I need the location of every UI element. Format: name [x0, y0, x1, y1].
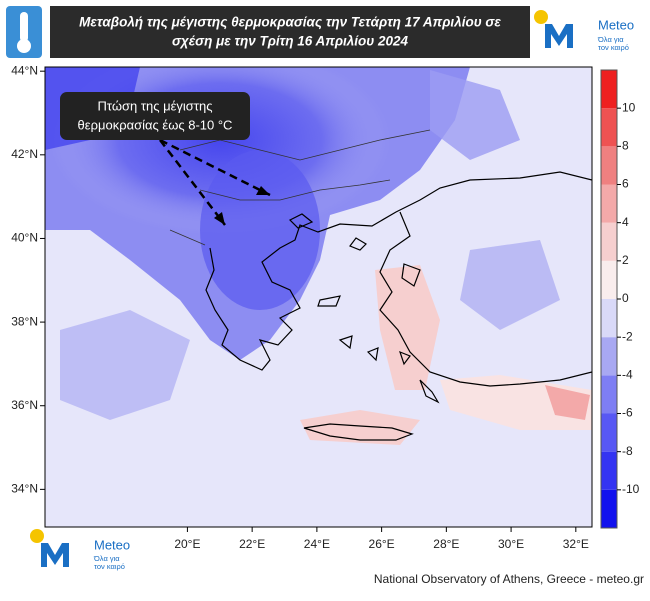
x-tick-label: 32°E — [563, 537, 589, 551]
x-tick-label: 26°E — [369, 537, 395, 551]
warm-area — [545, 385, 590, 420]
logo-mark — [41, 543, 69, 567]
warm-area — [375, 265, 440, 390]
annotation-arrow — [159, 138, 271, 197]
arrow-head — [256, 186, 270, 195]
x-tick-label: 20°E — [174, 537, 200, 551]
title-bar — [50, 6, 530, 58]
colorbar-tick-label: -4 — [622, 368, 633, 382]
colorbar-tick-label: 6 — [622, 177, 629, 191]
colorbar-band — [601, 337, 617, 376]
colorbar-band — [601, 222, 617, 261]
logo-mark — [545, 24, 573, 48]
cool-area — [430, 70, 520, 160]
x-tick-label: 22°E — [239, 537, 265, 551]
logo-sun — [534, 10, 548, 24]
logo-slogan: Όλα για — [597, 35, 624, 44]
colorbar-band — [601, 260, 617, 299]
y-tick-label: 44°N — [11, 63, 38, 77]
x-tick-label: 24°E — [304, 537, 330, 551]
annotation-text: θερμοκρασίας έως 8-10 °C — [78, 117, 233, 132]
x-tick-label: 30°E — [498, 537, 524, 551]
y-tick-label: 40°N — [11, 231, 38, 245]
y-tick-label: 36°N — [11, 398, 38, 412]
colorbar-tick-label: -10 — [622, 482, 640, 496]
annotation-box — [60, 92, 250, 140]
y-tick-label: 38°N — [11, 314, 38, 328]
annotation-arrow — [159, 139, 226, 226]
colorbar-band — [601, 451, 617, 490]
colorbar-tick-label: 10 — [622, 100, 636, 114]
cool-area — [460, 240, 560, 330]
colorbar-band — [601, 184, 617, 223]
logo-slogan: Όλα για — [93, 554, 120, 563]
thermometer-bulb — [17, 39, 31, 53]
arrow-head — [214, 212, 225, 225]
logo-name: Meteo — [94, 537, 130, 552]
colorbar-band — [601, 70, 617, 109]
y-tick-label: 42°N — [11, 147, 38, 161]
colorbar-band — [601, 108, 617, 147]
x-tick-label: 28°E — [433, 537, 459, 551]
logo-sun — [30, 529, 44, 543]
cold-core — [200, 150, 320, 310]
colorbar-tick-label: 2 — [622, 253, 629, 267]
title-line: Μεταβολή της μέγιστης θερμοκρασίας την Τ… — [79, 15, 501, 30]
colorbar-band — [601, 299, 617, 338]
coastline — [205, 171, 592, 441]
colorbar-tick-label: -8 — [622, 444, 633, 458]
footer-credit: National Observatory of Athens, Greece -… — [374, 572, 644, 586]
title-line: σχέση με την Τρίτη 16 Απριλίου 2024 — [172, 34, 409, 49]
colorbar-tick-label: 0 — [622, 291, 629, 305]
colorbar-tick-label: 4 — [622, 215, 629, 229]
annotation-text: Πτώση της μέγιστης — [98, 98, 213, 113]
thermometer-tube — [20, 12, 28, 42]
colorbar-band — [601, 413, 617, 452]
colorbar-tick-label: -6 — [622, 406, 633, 420]
cool-area — [60, 310, 190, 420]
y-tick-label: 34°N — [11, 482, 38, 496]
colorbar-band — [601, 146, 617, 185]
colorbar-band — [601, 375, 617, 414]
logo-slogan: τον καιρό — [94, 562, 125, 571]
colorbar-band — [601, 489, 617, 528]
logo-slogan: τον καιρό — [598, 43, 629, 52]
logo-name: Meteo — [598, 17, 634, 32]
map-frame — [44, 66, 593, 528]
colorbar-tick-label: 8 — [622, 139, 629, 153]
colorbar-tick-label: -2 — [622, 329, 633, 343]
